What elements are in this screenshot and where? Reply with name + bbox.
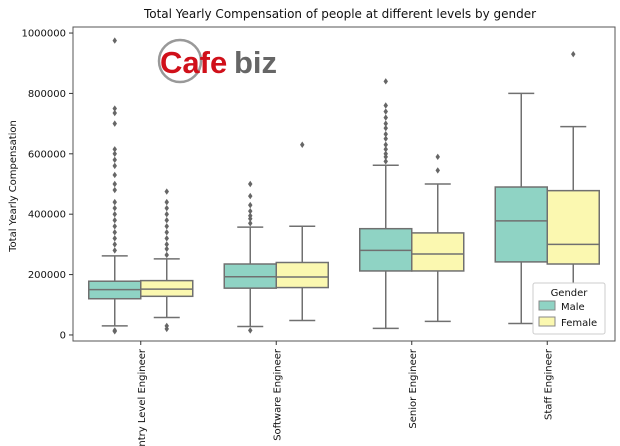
outlier-point	[112, 229, 117, 236]
outlier-point	[112, 328, 117, 335]
outlier-point	[112, 150, 117, 158]
boxes-layer	[88, 37, 600, 335]
outlier-point	[383, 102, 388, 109]
x-tick-label: Software Engineer	[272, 348, 283, 441]
outlier-point	[248, 180, 253, 188]
logo-text-right: biz	[234, 45, 277, 80]
legend-swatch-female	[538, 316, 556, 327]
box-female-3	[546, 50, 600, 292]
outlier-point	[383, 130, 388, 138]
outlier-point	[112, 223, 117, 230]
x-tick-label: Senior Engineer	[408, 348, 419, 428]
logo-text-left: Cafe	[160, 45, 227, 80]
outlier-point	[112, 171, 117, 179]
outlier-point	[435, 153, 440, 161]
box-male-2	[359, 78, 413, 330]
outlier-point	[383, 124, 388, 132]
outlier-point	[383, 141, 388, 148]
outlier-point	[248, 220, 253, 227]
outlier-point	[112, 210, 117, 218]
y-tick-label: 1000000	[21, 29, 66, 40]
box-iqr	[546, 189, 600, 265]
y-axis-label: Total Yearly Compensation	[8, 120, 19, 253]
y-tick-label: 600000	[28, 149, 66, 160]
x-tick-label: Entry Level Engineer	[137, 348, 148, 446]
cafebiz-logo: Cafe biz	[157, 38, 277, 84]
outlier-point	[112, 198, 117, 206]
outlier-point	[112, 156, 117, 164]
outlier-point	[383, 120, 388, 127]
outlier-point	[112, 146, 117, 153]
outlier-point	[164, 241, 169, 248]
outlier-point	[112, 235, 117, 242]
x-axis: Entry Level Engineer Software Engineer Sen…	[137, 341, 554, 446]
x-tick-label: Staff Engineer	[543, 348, 554, 420]
outlier-point	[164, 198, 169, 206]
box-male-0	[88, 37, 142, 335]
outlier-point	[164, 322, 169, 330]
outlier-point	[112, 247, 117, 254]
outlier-point	[164, 217, 169, 224]
outlier-point	[112, 37, 117, 44]
outlier-point	[248, 327, 253, 334]
box-female-1	[275, 141, 329, 322]
box-male-1	[223, 180, 277, 334]
outlier-point	[571, 50, 576, 58]
outlier-point	[112, 120, 117, 127]
box-female-0	[140, 188, 194, 333]
legend-label-male: Male	[561, 302, 585, 313]
outlier-point	[248, 192, 253, 200]
outlier-point	[383, 146, 388, 153]
outlier-point	[112, 180, 117, 188]
outlier-point	[112, 109, 117, 117]
outlier-point	[164, 229, 169, 236]
legend-swatch-male	[538, 300, 556, 311]
outlier-point	[164, 223, 169, 230]
outlier-point	[164, 235, 169, 242]
outlier-point	[112, 162, 117, 170]
y-tick-label: 800000	[28, 89, 66, 100]
outlier-point	[383, 78, 388, 85]
outlier-point	[112, 105, 117, 112]
y-tick-label: 400000	[28, 210, 66, 221]
outlier-point	[383, 158, 388, 165]
outlier-point	[112, 217, 117, 224]
outlier-point	[435, 167, 440, 174]
outlier-point	[248, 212, 253, 219]
box-iqr	[494, 186, 548, 263]
outlier-point	[112, 204, 117, 212]
outlier-point	[164, 251, 169, 259]
outlier-point	[112, 241, 117, 248]
legend-title: Gender	[551, 288, 589, 299]
outlier-point	[383, 108, 388, 115]
y-axis: 0 200000 400000 600000 800000 1000000	[21, 29, 73, 341]
box-iqr	[411, 232, 465, 272]
y-tick-label: 200000	[28, 270, 66, 281]
plot-area-frame	[72, 26, 616, 342]
box-male-3	[494, 92, 548, 325]
y-tick-label: 0	[60, 330, 66, 341]
outlier-point	[383, 150, 388, 158]
outlier-point	[164, 210, 169, 218]
outlier-point	[164, 204, 169, 212]
outlier-point	[300, 141, 305, 148]
legend-label-female: Female	[561, 318, 597, 329]
chart-title: Total Yearly Compensation of people at d…	[143, 7, 536, 21]
outlier-point	[164, 245, 169, 253]
outlier-point	[248, 201, 253, 209]
outlier-point	[383, 135, 388, 142]
outlier-point	[112, 186, 117, 194]
box-iqr	[275, 261, 329, 289]
box-female-2	[411, 153, 465, 323]
legend: Gender Male Female	[532, 282, 606, 335]
outlier-point	[383, 114, 388, 121]
outlier-point	[164, 188, 169, 195]
outlier-point	[248, 207, 253, 215]
